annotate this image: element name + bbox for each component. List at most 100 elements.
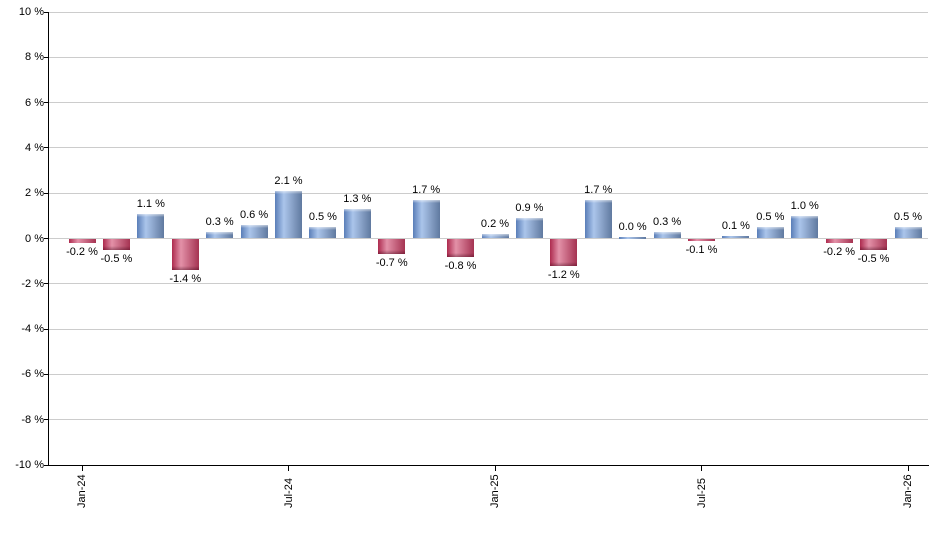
gridline <box>48 192 928 194</box>
x-axis-tick <box>288 465 289 471</box>
bar <box>378 238 406 255</box>
bar-value-label: 1.1 % <box>136 197 165 210</box>
y-axis-tick <box>44 56 48 58</box>
bar <box>860 238 888 250</box>
bar-value-label: 1.0 % <box>790 199 819 212</box>
gridline <box>48 56 928 58</box>
bar <box>688 238 715 241</box>
x-axis-label: Jul-25 <box>695 478 708 508</box>
bar-value-label: -0.2 % <box>66 246 98 259</box>
bar <box>240 224 268 239</box>
y-axis-line <box>48 12 49 466</box>
bar-value-label: 2.1 % <box>274 174 303 187</box>
bar-shadow <box>378 250 406 255</box>
bar-value-label: 1.7 % <box>412 183 441 196</box>
x-axis-tick <box>494 465 496 471</box>
y-axis-label: 0 % <box>25 232 44 245</box>
bar-value-label: -1.2 % <box>547 268 580 281</box>
bar <box>137 213 165 239</box>
gridline <box>48 147 928 149</box>
y-axis-label: -10 % <box>15 459 44 471</box>
x-axis-tick <box>907 465 909 471</box>
bar-highlight <box>756 227 784 231</box>
y-axis-label: -8 % <box>21 413 44 426</box>
bar <box>275 190 302 239</box>
bar <box>791 215 819 239</box>
bar-value-label: 0.3 % <box>205 215 234 228</box>
bar <box>550 238 578 266</box>
y-axis-label: 8 % <box>25 51 44 64</box>
bar-shadow <box>550 261 578 266</box>
y-axis-tick <box>44 283 48 285</box>
bar-shadow <box>102 245 130 250</box>
bar-value-label: -0.1 % <box>685 243 718 256</box>
gridline <box>48 328 928 330</box>
gridline <box>48 11 928 13</box>
bar-value-label: -0.2 % <box>823 246 856 259</box>
y-axis-tick <box>44 11 48 13</box>
bar <box>584 199 612 239</box>
y-axis-label: 4 % <box>25 141 44 154</box>
y-axis-tick <box>44 373 48 375</box>
bar-value-label: 0.6 % <box>240 208 269 221</box>
y-axis-tick <box>44 419 48 421</box>
x-axis-label: Jan-25 <box>489 474 501 508</box>
y-axis-tick <box>44 102 48 104</box>
y-axis-tick <box>44 238 48 239</box>
y-axis-label: 6 % <box>25 96 44 109</box>
bar-highlight <box>894 227 922 231</box>
bar-highlight <box>791 215 819 219</box>
gridline <box>48 419 928 421</box>
bar-highlight <box>481 233 509 237</box>
bar-value-label: 0.5 % <box>308 211 337 224</box>
bar-shadow <box>447 252 475 257</box>
bar <box>447 238 475 257</box>
gridline <box>48 102 928 104</box>
y-axis-label: 2 % <box>25 187 44 200</box>
bar-value-label: 0.9 % <box>515 202 544 215</box>
x-axis-line <box>48 465 929 466</box>
bar-highlight <box>343 209 371 213</box>
bar <box>619 237 647 239</box>
gridline <box>48 283 928 285</box>
bar-value-label: -0.7 % <box>375 257 408 270</box>
bar-value-label: 0.3 % <box>653 215 682 228</box>
bar-value-label: 0.2 % <box>480 217 510 230</box>
bar <box>102 238 130 250</box>
bar-highlight <box>412 199 440 203</box>
bar-value-label: 1.7 % <box>584 183 613 196</box>
bar-value-label: -0.5 % <box>857 252 890 265</box>
gridline <box>48 238 928 239</box>
x-axis-label: Jan-24 <box>76 474 88 508</box>
y-axis-label: -4 % <box>21 323 44 336</box>
bar <box>756 227 784 239</box>
bar <box>653 231 681 239</box>
bar <box>206 231 234 239</box>
x-axis-label: Jan-26 <box>902 474 914 508</box>
bar-value-label: -0.5 % <box>100 252 133 265</box>
bar-highlight <box>653 231 681 235</box>
x-axis-tick <box>701 465 702 471</box>
y-axis-label: -2 % <box>21 277 44 290</box>
bar-highlight <box>584 199 612 203</box>
bar-value-label: 0.5 % <box>893 211 923 224</box>
bar-highlight <box>137 213 165 217</box>
bar-highlight <box>275 190 302 194</box>
bar <box>515 218 543 239</box>
bar <box>412 199 440 239</box>
gridline <box>48 373 928 375</box>
bar-value-label: 0.0 % <box>618 221 647 233</box>
bar-value-label: 0.1 % <box>721 220 750 233</box>
bar-value-label: -1.4 % <box>169 273 202 286</box>
bar <box>894 227 922 239</box>
bar <box>481 233 509 239</box>
bar-highlight <box>240 224 268 228</box>
y-axis-label: 10 % <box>18 6 44 18</box>
bar <box>825 238 853 244</box>
bar <box>722 236 750 239</box>
bar <box>309 227 337 239</box>
bar <box>171 238 199 271</box>
bar-shadow <box>171 266 199 271</box>
bar-value-label: 1.3 % <box>343 193 372 206</box>
